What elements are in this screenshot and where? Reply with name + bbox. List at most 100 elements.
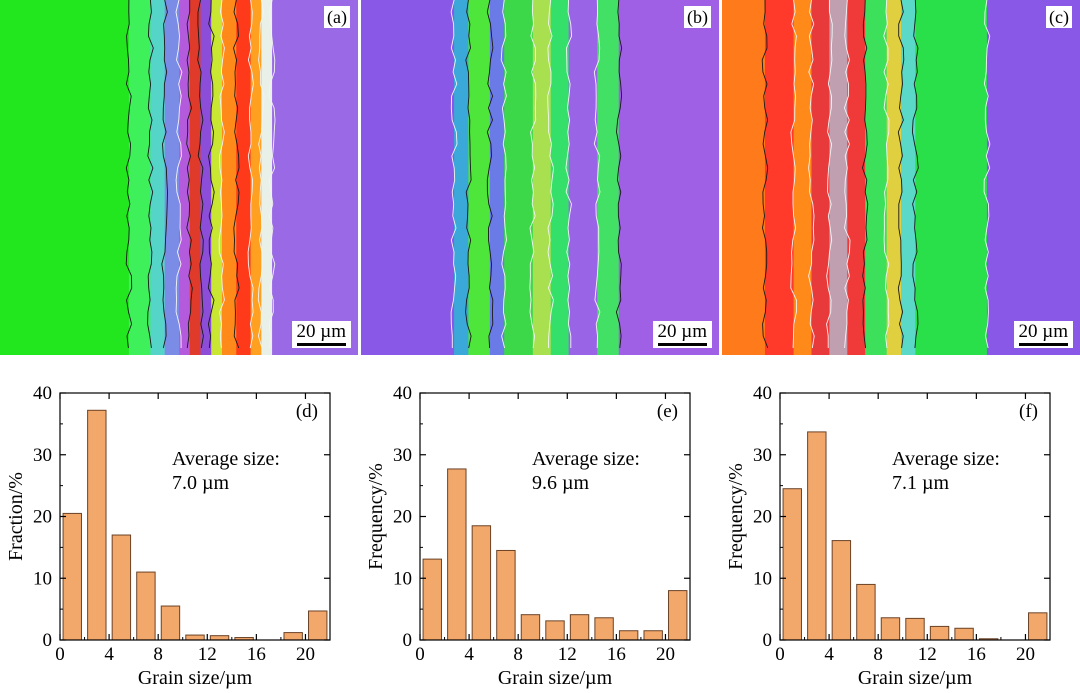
x-tick-label: 4 (104, 644, 114, 665)
grain-band (722, 0, 766, 355)
y-tick-label: 40 (393, 383, 412, 404)
y-tick-label: 30 (393, 445, 412, 466)
panel-label: (d) (296, 401, 318, 422)
ebsd-map-c: (c) 20 µm (722, 0, 1080, 355)
scale-bar-line-c (1018, 343, 1068, 346)
grain-band (128, 0, 152, 355)
grain-boundary (268, 0, 276, 349)
panel-label-c: (c) (1046, 6, 1072, 28)
bar (185, 634, 205, 641)
x-tick-label: 0 (55, 644, 65, 665)
y-tick-label: 20 (753, 507, 772, 528)
grain-band (597, 0, 620, 355)
bar (62, 512, 82, 641)
grain-boundary (790, 0, 797, 349)
bar (136, 571, 156, 641)
y-tick-label: 10 (393, 568, 412, 589)
grain-boundary (218, 0, 225, 349)
x-tick-label: 8 (873, 644, 883, 665)
grain-boundary (247, 0, 254, 349)
bar (929, 625, 950, 641)
grain-boundary (983, 0, 991, 349)
scale-bar-label-b: 20 µm (657, 321, 707, 342)
grain-boundary (883, 0, 890, 349)
x-tick-label: 20 (656, 644, 675, 665)
ebsd-map-b: (b) 20 µm (361, 0, 719, 355)
grain-band (200, 0, 213, 355)
grain-band (568, 0, 599, 355)
bar (471, 525, 492, 641)
bar (87, 409, 107, 641)
grain-boundary (862, 0, 869, 349)
bar (643, 630, 663, 641)
y-tick-label: 20 (33, 507, 52, 528)
grain-band (272, 0, 358, 355)
y-tick-label: 30 (753, 445, 772, 466)
grain-boundary (808, 0, 815, 349)
panel-label: (f) (1019, 401, 1038, 422)
histogram-e: 0 4 8 12 16 20 0 10 20 30 40 Grain size/µm Frequency… (360, 360, 720, 693)
grain-band (829, 0, 849, 355)
grain-band (489, 0, 506, 355)
grain-boundary (897, 0, 905, 349)
y-tick-label: 0 (763, 630, 773, 651)
grain-band (236, 0, 252, 355)
average-size-annotation: Average size: (892, 448, 1000, 470)
grain-band (886, 0, 902, 355)
average-size-annotation: 7.0 µm (172, 472, 230, 494)
grain-band (221, 0, 238, 355)
x-axis-label: Grain size/µm (858, 667, 973, 689)
bar (782, 488, 802, 641)
histogram-svg-d: 0 4 8 12 16 20 0 10 20 30 40 Grain size/µm Fraction/… (5, 383, 331, 689)
scale-bar-c: 20 µm (1013, 321, 1073, 348)
bar (856, 583, 876, 641)
grain-boundary (147, 0, 154, 349)
histogram-svg-f: 0 4 8 12 16 20 0 10 20 30 40 Grain size/µm Frequency… (725, 383, 1051, 689)
bar (880, 617, 901, 641)
x-tick-label: 12 (198, 644, 217, 665)
bar (111, 534, 132, 641)
y-tick-label: 30 (33, 445, 52, 466)
grain-boundary (843, 0, 851, 349)
grain-boundary (500, 0, 507, 349)
x-tick-label: 16 (967, 644, 986, 665)
grain-band (179, 0, 191, 355)
average-size-annotation: Average size: (532, 448, 640, 470)
scale-bar-label-c: 20 µm (1018, 321, 1068, 342)
grain-band (0, 0, 130, 355)
grain-boundary (125, 0, 133, 349)
grain-band (211, 0, 223, 355)
grain-band (164, 0, 180, 355)
y-tick-label: 10 (753, 568, 772, 589)
grain-boundary (826, 0, 833, 348)
grain-boundary (233, 0, 240, 349)
scale-bar-line-a (296, 343, 346, 346)
grain-band (811, 0, 831, 355)
histogram-d: 0 4 8 12 16 20 0 10 20 30 40 Grain size/µm Fraction/… (0, 360, 360, 693)
grain-band (764, 0, 795, 355)
grain-boundary (486, 0, 494, 349)
grain-boundary (465, 0, 472, 349)
grain-boundary (547, 0, 555, 349)
grain-band (250, 0, 263, 355)
scale-bar-b: 20 µm (652, 321, 712, 348)
x-tick-label: 0 (775, 644, 785, 665)
grain-band (189, 0, 202, 355)
orientation-map-a (0, 0, 358, 355)
orientation-map-c (722, 0, 1080, 355)
scale-bar-a: 20 µm (291, 321, 351, 348)
grain-band (986, 0, 1080, 355)
x-tick-label: 16 (247, 644, 266, 665)
ebsd-map-a: (a) 20 µm (0, 0, 358, 355)
grain-band (550, 0, 570, 355)
x-tick-label: 0 (415, 644, 425, 665)
bar (569, 614, 590, 641)
histogram-svg-e: 0 4 8 12 16 20 0 10 20 30 40 Grain size/µm Frequency… (365, 383, 691, 689)
average-size-annotation: 7.1 µm (892, 472, 950, 494)
bar (496, 549, 516, 641)
x-tick-label: 20 (1016, 644, 1035, 665)
grain-boundary (186, 0, 193, 349)
bar (308, 610, 328, 641)
x-tick-label: 4 (824, 644, 834, 665)
grain-band (915, 0, 988, 355)
